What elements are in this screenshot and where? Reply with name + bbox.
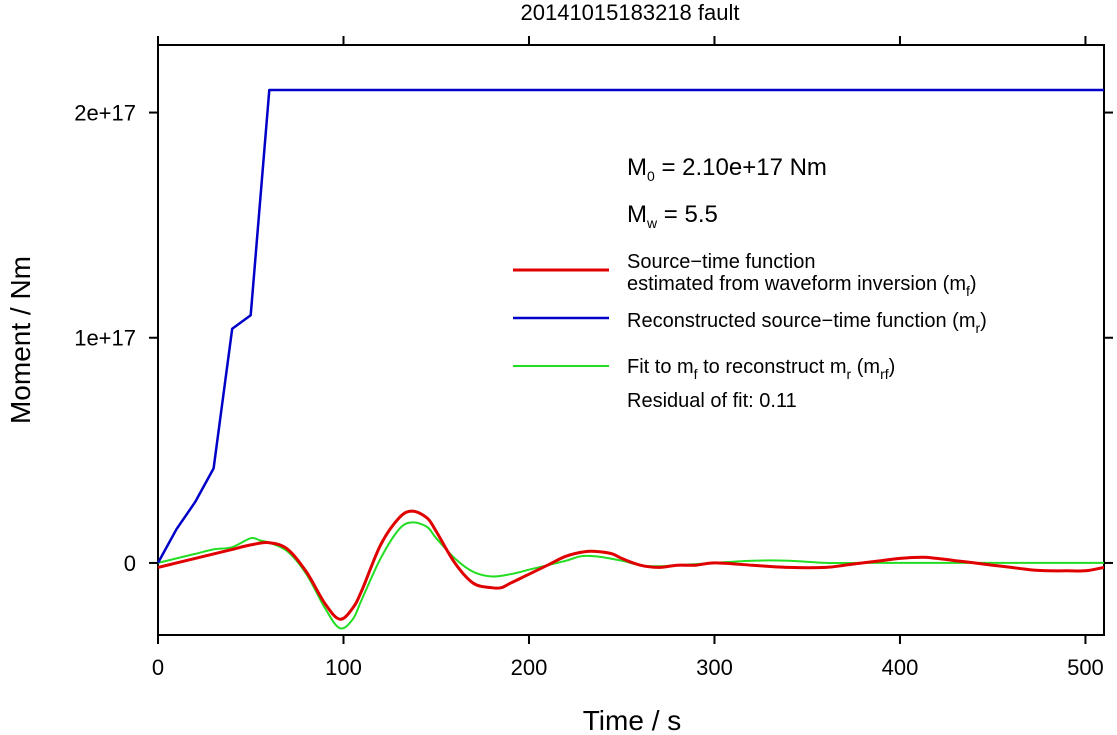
- x-axis-label: Time / s: [583, 705, 682, 735]
- x-tick-label: 400: [882, 655, 919, 680]
- y-tick-label: 2e+17: [74, 101, 136, 126]
- x-tick-label: 100: [325, 655, 362, 680]
- y-axis-label: Moment / Nm: [5, 256, 36, 424]
- x-tick-label: 500: [1067, 655, 1104, 680]
- legend-label-0: estimated from waveform inversion (mf): [627, 273, 977, 299]
- plot-frame: [157, 44, 1105, 636]
- series-line-0: [157, 509, 1105, 621]
- legend-label-2: Fit to mf to reconstruct mr (mrf): [627, 356, 895, 382]
- y-tick-label: 0: [124, 551, 136, 576]
- x-tick-label: 200: [511, 655, 548, 680]
- magnitude-annotation: Mw = 5.5: [627, 201, 718, 231]
- x-tick-label: 300: [696, 655, 733, 680]
- annotation-layer: M0 = 2.10e+17 Nm Mw = 5.5: [627, 154, 827, 231]
- series-line-1: [156, 88, 1104, 564]
- residual-annotation: Residual of fit: 0.11: [627, 390, 797, 412]
- series-layer: [156, 88, 1105, 630]
- legend-label-0: Source−time function: [627, 251, 815, 273]
- moment-annotation: M0 = 2.10e+17 Nm: [627, 154, 827, 184]
- series-line-2: [157, 521, 1104, 630]
- y-tick-label: 1e+17: [74, 326, 136, 351]
- chart-title: 20141015183218 fault: [521, 0, 740, 25]
- axes-layer: 0 100 200 300 400 500 0 1e+17 2e+17: [74, 36, 1113, 680]
- legend-label-1: Reconstructed source−time function (mr): [627, 310, 987, 336]
- x-tick-label: 0: [152, 655, 164, 680]
